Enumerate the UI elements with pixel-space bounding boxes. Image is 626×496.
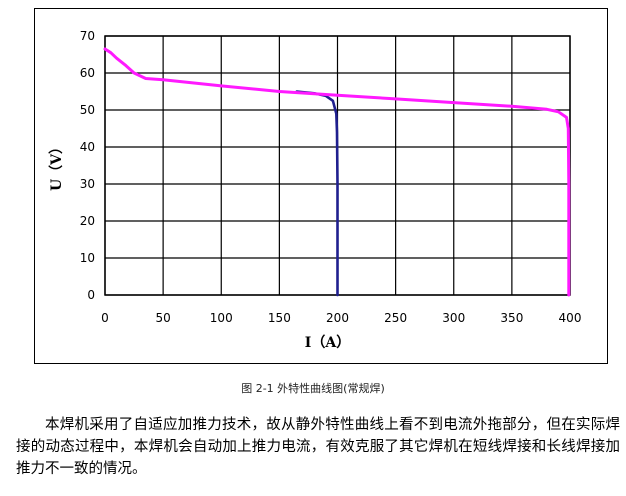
x-tick-label: 200 xyxy=(326,311,349,325)
figure-caption: 图 2-1 外特性曲线图(常规焊) xyxy=(241,382,385,395)
x-tick-label: 300 xyxy=(442,311,465,325)
y-tick-label: 0 xyxy=(87,288,95,302)
x-tick-label: 150 xyxy=(268,311,291,325)
y-tick-label: 50 xyxy=(80,103,95,117)
y-tick-label: 20 xyxy=(80,214,95,228)
y-tick-label: 30 xyxy=(80,177,95,191)
voltage-current-chart: 0 50 100 150 200 250 300 350 400010203040506070 … xyxy=(49,29,582,351)
x-tick-label: 250 xyxy=(384,311,407,325)
x-tick-label: 0 xyxy=(101,311,109,325)
y-tick-label: 40 xyxy=(80,140,95,154)
y-tick-label: 10 xyxy=(80,251,95,265)
chart-frame: 0 50 100 150 200 250 300 350 400 0 10 20 30 40 50 60 70 … xyxy=(34,8,608,364)
x-axis-label: I（A） xyxy=(305,335,350,351)
x-tick-label: 50 xyxy=(155,311,170,325)
series-layer xyxy=(103,47,571,297)
y-tick-label: 70 xyxy=(80,29,95,43)
x-tick-label: 400 xyxy=(559,311,582,325)
series-line-1 xyxy=(295,90,339,297)
tick-labels: 0 50 100 150 200 250 300 350 400 0 10 20 30 40 50 60 70 xyxy=(80,29,582,325)
x-tick-label: 350 xyxy=(500,311,523,325)
y-axis-label: U（V） xyxy=(49,140,65,191)
x-tick-label: 100 xyxy=(210,311,233,325)
series-line-2 xyxy=(103,47,571,297)
y-tick-label: 60 xyxy=(80,66,95,80)
body-paragraph: 本焊机采用了自适应加推力技术，故从静外特性曲线上看不到电流外拖部分，但在实际焊接… xyxy=(16,417,620,477)
